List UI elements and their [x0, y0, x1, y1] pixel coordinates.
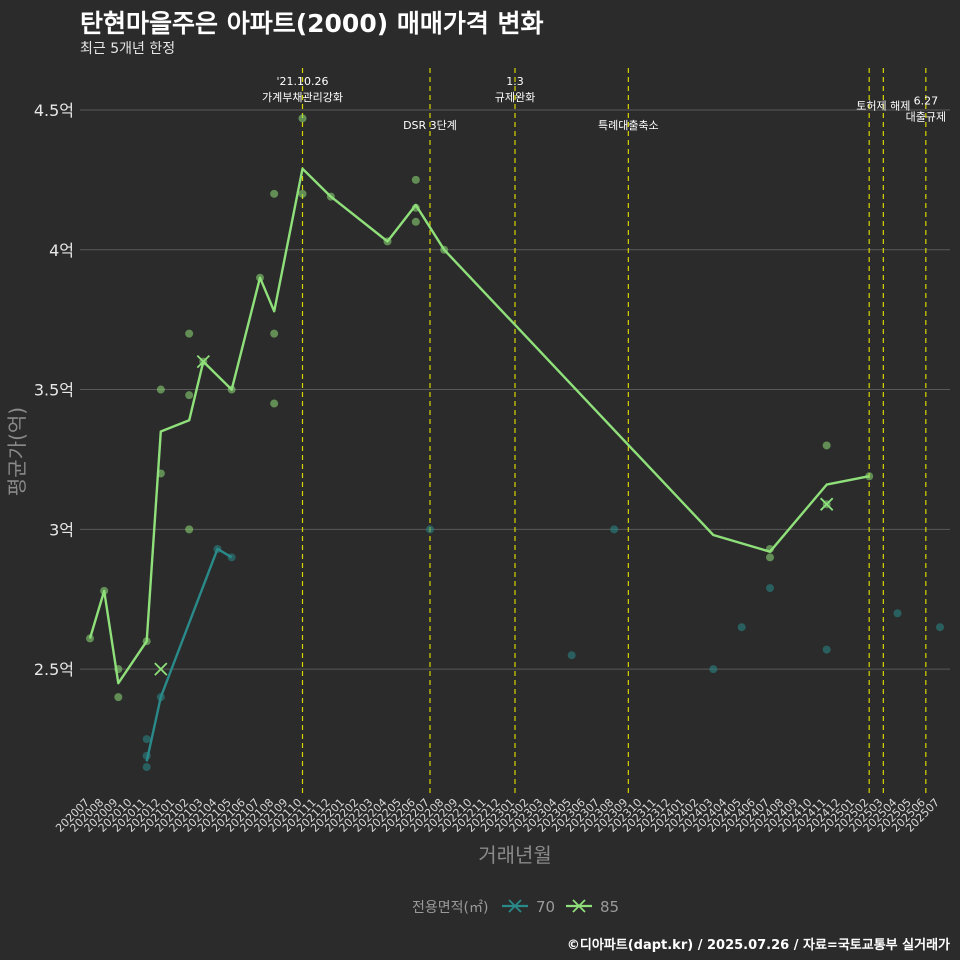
data-point-85 [411, 217, 420, 226]
legend-key-cross-85 [572, 899, 586, 913]
y-tick-label: 4.5억 [34, 101, 74, 120]
data-point-70 [766, 584, 774, 593]
event-label: 가계부채관리강화 [262, 91, 343, 104]
data-point-70 [822, 645, 831, 654]
y-tick-label: 4억 [49, 241, 74, 260]
data-point-85 [270, 329, 279, 338]
source-caption: ©디아파트(dapt.kr) / 2025.07.26 / 자료=국토교통부 실… [566, 938, 950, 953]
event-label: 특례대출축소 [598, 119, 659, 132]
data-point-85 [270, 399, 279, 408]
y-axis-title: 평균가(억) [5, 407, 29, 496]
data-point-85 [270, 189, 279, 198]
legend-key-cross-70 [508, 899, 522, 913]
data-point-85 [114, 693, 123, 702]
chart-subtitle: 최근 5개년 한정 [80, 41, 176, 57]
data-point-85 [185, 525, 194, 534]
data-point-70 [142, 735, 151, 744]
data-point-85 [298, 114, 307, 123]
data-point-70 [936, 623, 944, 632]
event-label: '21.10.26 [276, 75, 328, 88]
legend-label-70: 70 [536, 898, 555, 916]
data-point-70 [737, 623, 746, 632]
series-line-70 [145, 547, 233, 762]
cross-marker-85 [820, 497, 834, 511]
data-point-70 [426, 525, 434, 534]
data-point-85 [86, 634, 94, 643]
data-point-85 [185, 391, 194, 400]
y-tick-label: 3.5억 [34, 381, 74, 400]
data-point-85 [185, 329, 194, 338]
event-label: 규제완화 [495, 91, 535, 104]
cross-marker-85 [196, 354, 210, 369]
event-label: 6.27 [914, 95, 939, 108]
data-point-85 [411, 175, 420, 184]
data-point-85 [766, 553, 774, 562]
data-point-85 [156, 385, 165, 394]
event-label: 토허제 해제 [856, 99, 910, 113]
data-point-70 [709, 665, 718, 674]
data-point-70 [567, 651, 576, 660]
data-point-70 [610, 525, 619, 534]
event-label: DSR 3단계 [403, 119, 457, 132]
chart-title: 탄현마을주은 아파트(2000) 매매가격 변화 [80, 9, 544, 38]
data-point-85 [822, 441, 831, 450]
event-label: 1.3 [506, 75, 524, 88]
y-tick-label: 2.5억 [34, 660, 74, 679]
data-point-70 [893, 609, 902, 618]
data-point-85 [298, 189, 307, 198]
series-line-85 [88, 167, 870, 685]
y-tick-label: 3억 [49, 520, 74, 539]
data-point-70 [142, 763, 151, 772]
legend-title: 전용면적(㎡) [412, 900, 488, 916]
legend-label-85: 85 [600, 898, 619, 916]
x-axis-title: 거래년월 [478, 843, 552, 867]
event-label: 대출규제 [906, 111, 946, 124]
cross-marker-85 [154, 662, 168, 676]
